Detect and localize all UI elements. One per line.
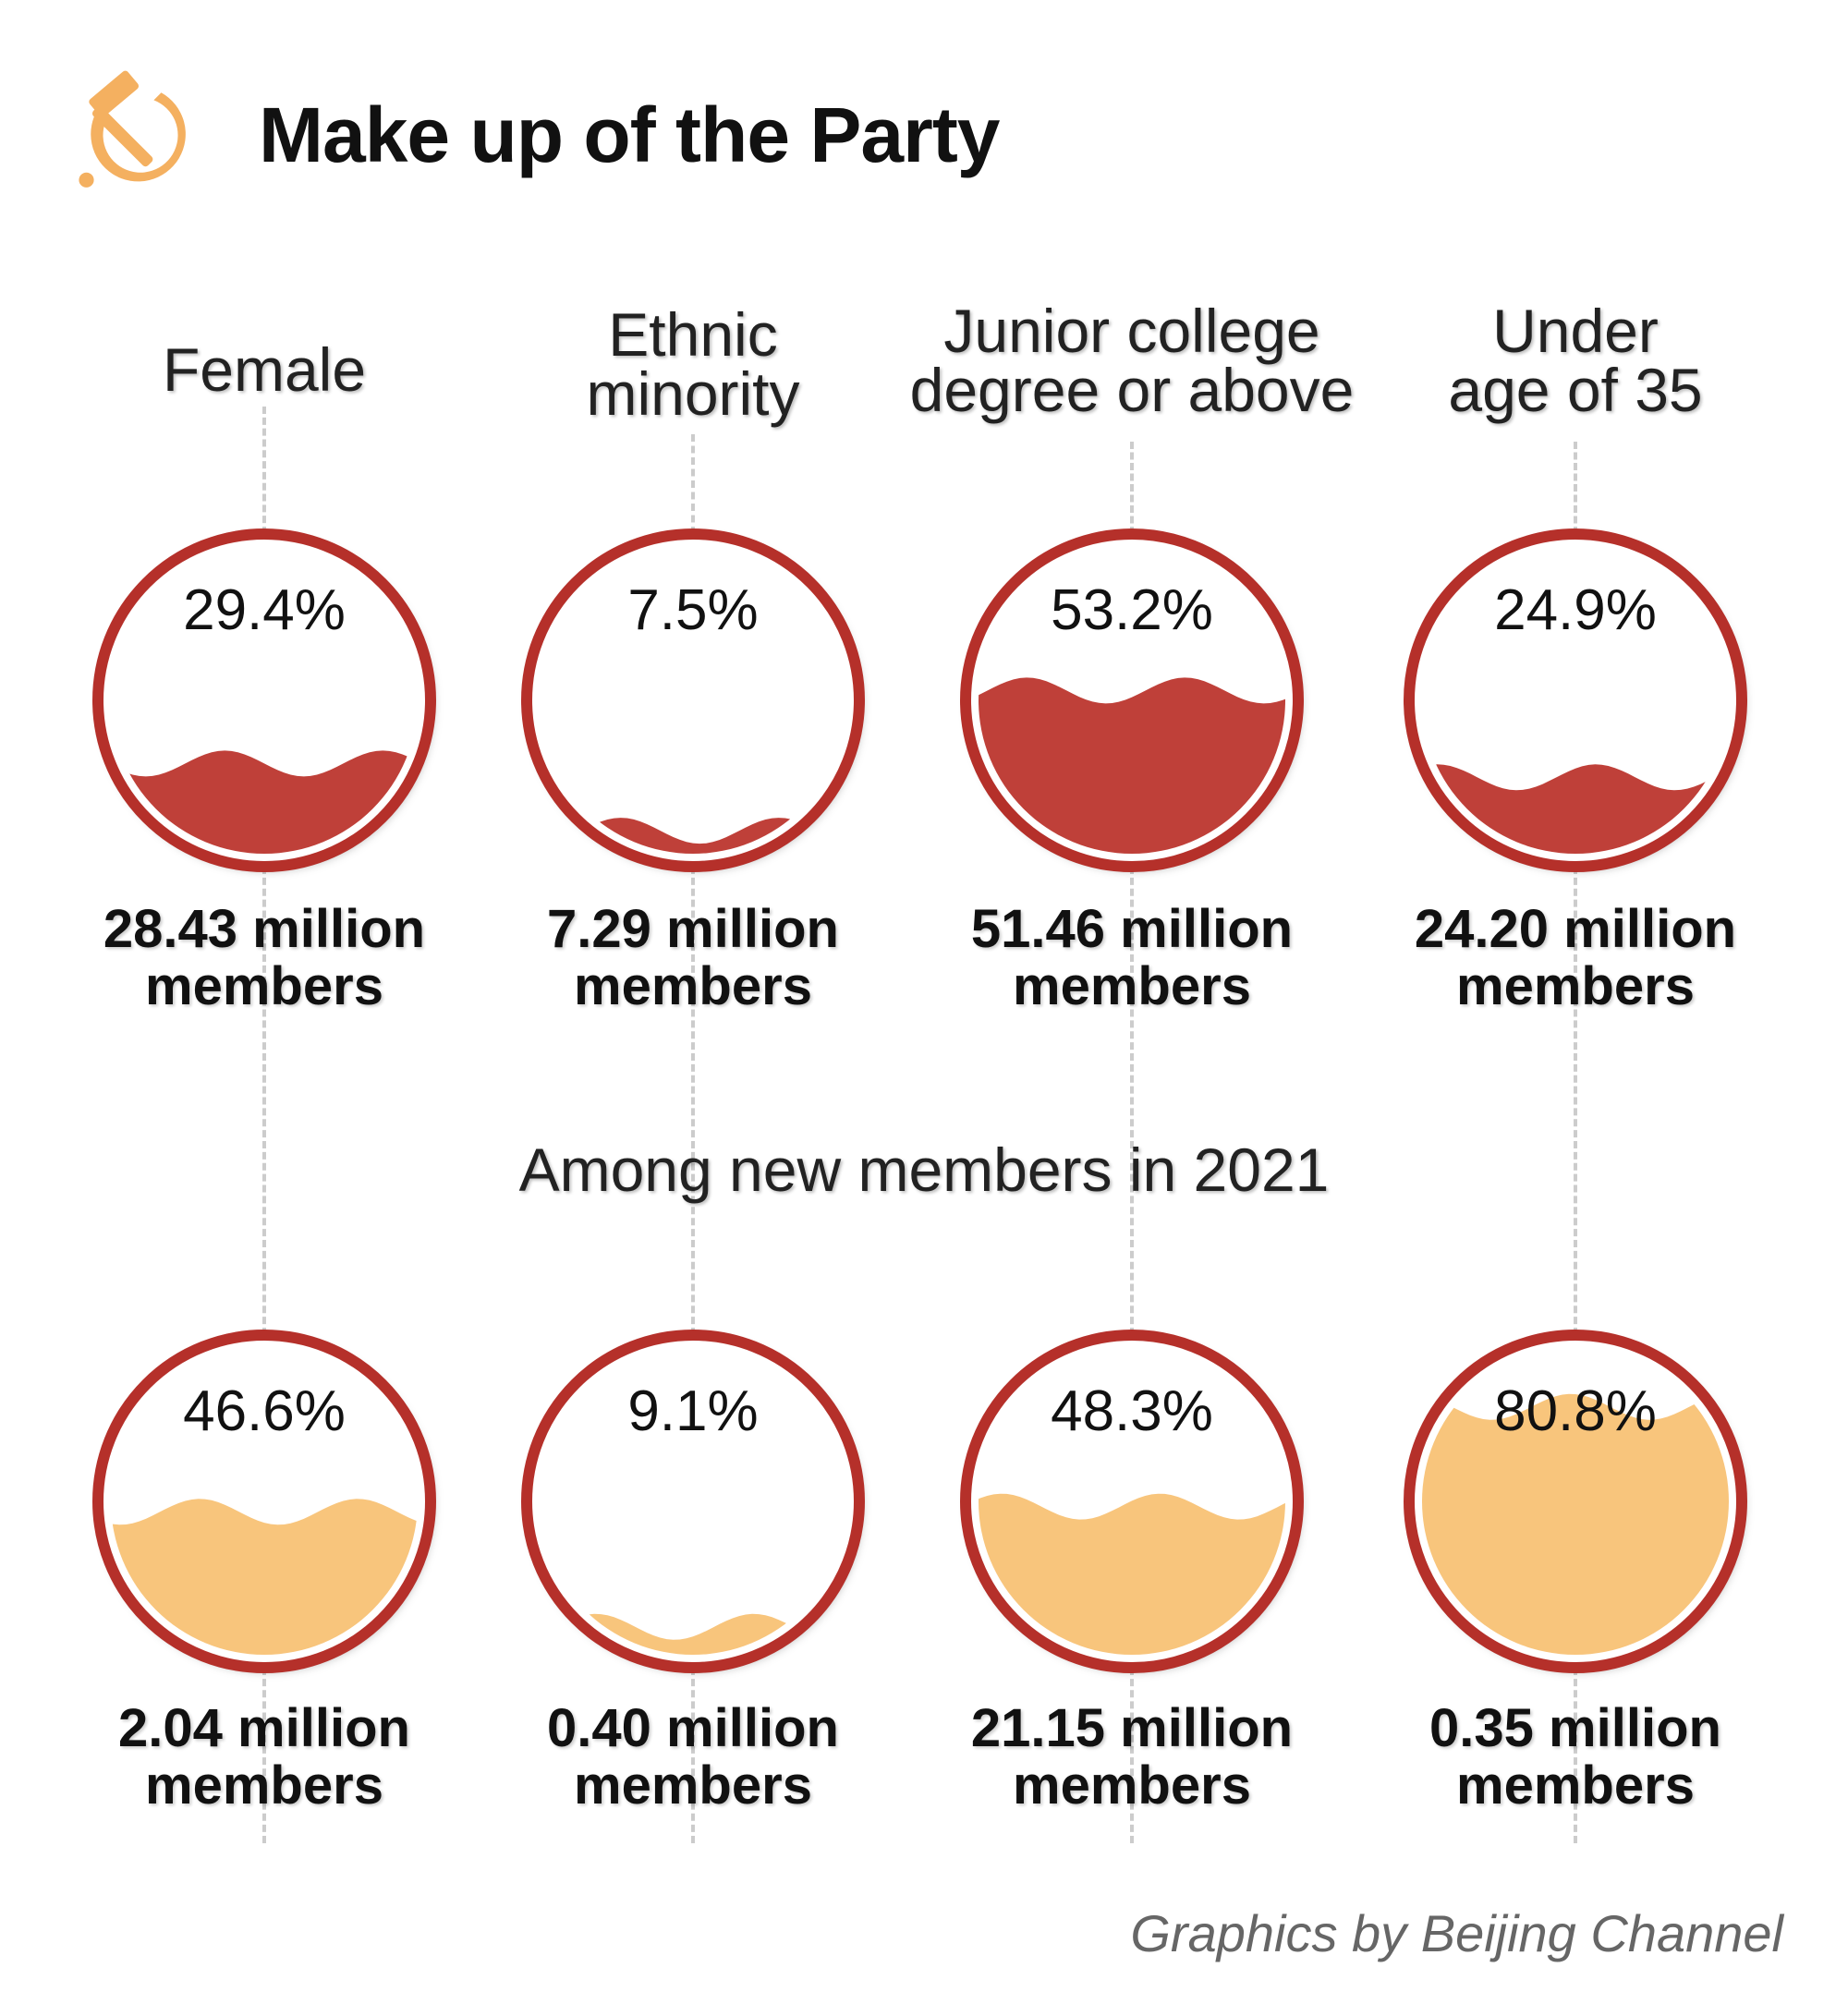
percent-label: 24.9%	[1494, 578, 1657, 642]
gauge-background	[527, 1335, 859, 1668]
member-count-line: members	[1456, 1755, 1695, 1816]
column-header-line: Junior college	[943, 297, 1320, 365]
member-count-line: members	[574, 956, 812, 1016]
percent-label: 80.8%	[1494, 1379, 1657, 1443]
member-count-line: 2.04 million	[118, 1698, 410, 1758]
percent-label: 46.6%	[183, 1379, 346, 1443]
gauge-background	[527, 534, 859, 867]
gauge-circle	[1391, 1317, 1760, 1686]
page-title: Make up of the Party	[259, 91, 1001, 178]
gauge-circle	[508, 1317, 878, 1686]
member-count-line: 0.40 million	[547, 1698, 839, 1758]
member-count: 24.20 million members	[1354, 901, 1797, 1015]
dashed-connector	[1130, 867, 1134, 1335]
gauge-circle	[508, 516, 878, 885]
percent-label: 9.1%	[627, 1379, 759, 1443]
gauge-circle	[1391, 516, 1760, 885]
member-count: 51.46 million members	[910, 901, 1354, 1015]
column-header: Ethnic minority	[453, 300, 933, 428]
member-count-line: members	[1456, 956, 1695, 1016]
member-count-line: 51.46 million	[970, 899, 1294, 959]
column-header-line: degree or above	[909, 356, 1355, 424]
gauge-svg	[960, 1330, 1304, 1673]
member-count: 28.43 million members	[43, 901, 486, 1015]
percent-label: 7.5%	[627, 578, 759, 642]
gauge-svg	[521, 1330, 865, 1673]
gauge-ring	[521, 528, 865, 872]
gauge-ring	[960, 528, 1304, 872]
member-count-line: 28.43 million	[103, 899, 426, 959]
gauge-ring	[92, 1330, 436, 1673]
dashed-connector	[262, 407, 266, 534]
gauge-fill	[111, 1499, 418, 1655]
dashed-connector	[691, 1668, 695, 1843]
column-header: Female	[24, 335, 505, 404]
column-header-line: minority	[586, 359, 800, 428]
column-header-line: Female	[162, 335, 367, 404]
percent-label: 53.2%	[1051, 578, 1213, 642]
gauge-svg	[960, 528, 1304, 872]
column-header: Under age of 35	[1335, 297, 1816, 424]
dashed-connector	[1574, 442, 1577, 534]
column-header-line: age of 35	[1448, 356, 1703, 424]
dashed-connector	[262, 867, 266, 1335]
gauge-ring	[1404, 528, 1747, 872]
gauge-svg	[521, 528, 865, 872]
member-count: 21.15 million members	[910, 1700, 1354, 1815]
member-count-line: members	[1013, 956, 1251, 1016]
member-count: 7.29 million members	[471, 901, 915, 1015]
section-subtitle: Among new members in 2021	[518, 1136, 1330, 1204]
member-count: 0.40 million members	[471, 1700, 915, 1815]
gauge-background	[1409, 534, 1742, 867]
dashed-connector	[262, 1668, 266, 1843]
dashed-connector	[1130, 1668, 1134, 1843]
percent-label: 48.3%	[1051, 1379, 1213, 1443]
dashed-connector	[1574, 867, 1577, 1335]
member-count-line: members	[145, 956, 383, 1016]
gauge-ring	[521, 1330, 865, 1673]
member-count: 0.35 million members	[1354, 1700, 1797, 1815]
dashed-connector	[1574, 1668, 1577, 1843]
percent-label: 29.4%	[183, 578, 346, 642]
gauge-svg	[1404, 528, 1747, 872]
column-header-line: Under	[1492, 297, 1659, 365]
column-header-line: Ethnic	[608, 300, 778, 369]
member-count-line: members	[145, 1755, 383, 1816]
gauge-circle	[79, 516, 449, 885]
gauge-ring	[92, 528, 436, 872]
hammer-and-sickle-icon	[79, 70, 186, 188]
gauge-ring	[1404, 1330, 1747, 1673]
gauge-circle	[947, 516, 1317, 885]
gauge-svg	[1404, 1330, 1747, 1673]
member-count-line: 24.20 million	[1414, 899, 1737, 959]
gauge-svg	[92, 528, 436, 872]
gauge-fill	[979, 677, 1285, 854]
dashed-connector	[1130, 442, 1134, 534]
column-header: Junior college degree or above	[892, 297, 1372, 424]
member-count-line: 21.15 million	[970, 1698, 1294, 1758]
credit-text: Graphics by Beijing Channel	[1130, 1904, 1783, 1962]
member-count-line: 7.29 million	[547, 899, 839, 959]
gauge-circle	[79, 1317, 449, 1686]
gauge-ring	[960, 1330, 1304, 1673]
member-count-line: members	[1013, 1755, 1251, 1816]
dashed-connector	[691, 867, 695, 1335]
member-count-line: members	[574, 1755, 812, 1816]
gauge-svg	[92, 1330, 436, 1673]
gauge-fill	[979, 1493, 1285, 1655]
member-count-line: 0.35 million	[1429, 1698, 1721, 1758]
gauge-fill	[1422, 1393, 1729, 1655]
member-count: 2.04 million members	[43, 1700, 486, 1815]
dashed-connector	[691, 434, 695, 534]
gauge-circle	[947, 1317, 1317, 1686]
